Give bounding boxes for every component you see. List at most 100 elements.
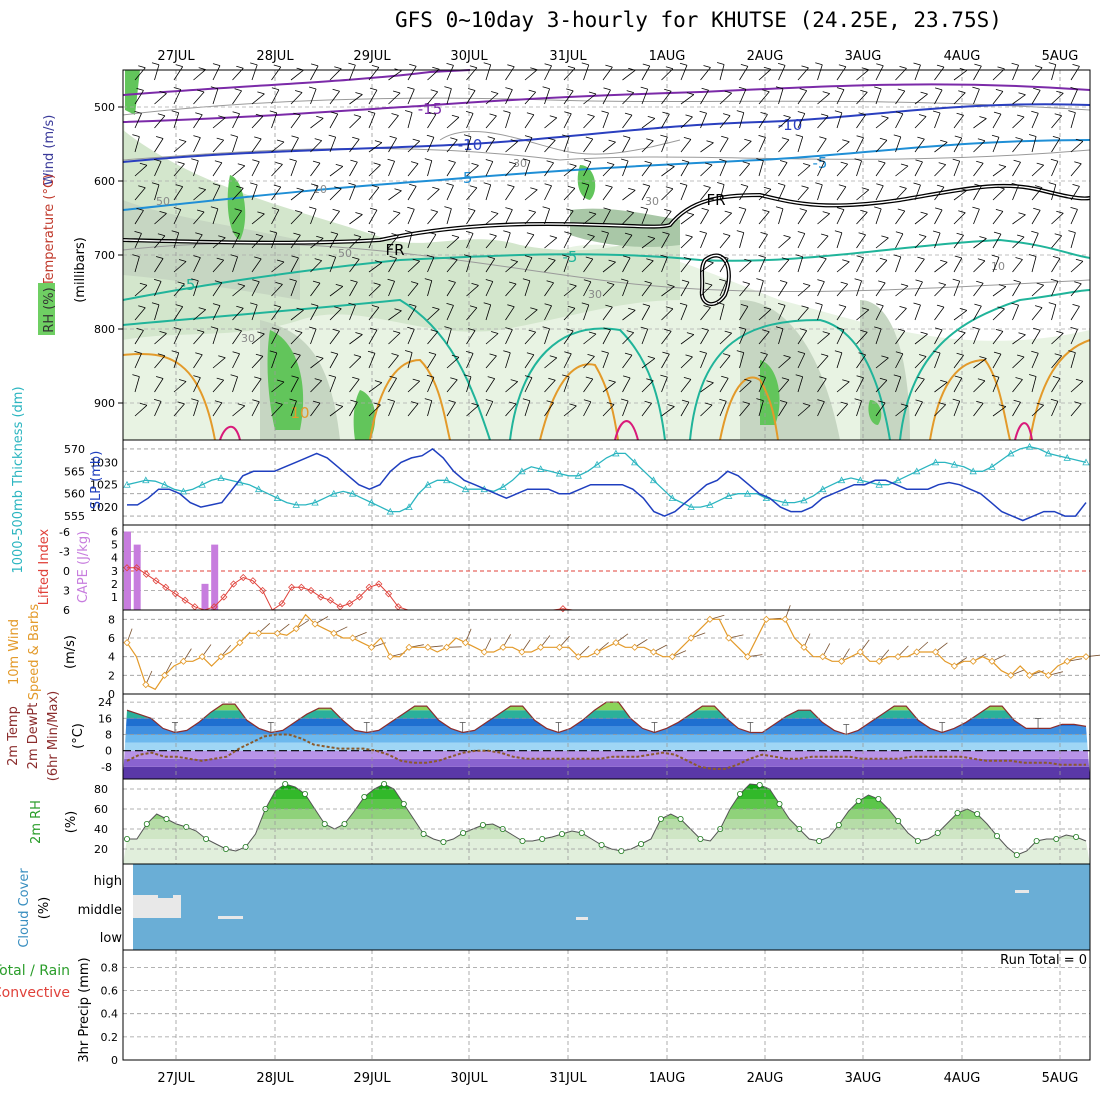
wind-barb — [992, 331, 1004, 345]
wind-barb — [388, 257, 397, 273]
date-label-bottom: 31JUL — [549, 1071, 587, 1086]
wind-barb-flag — [1075, 138, 1084, 142]
wind-barb-flag — [779, 160, 788, 163]
cape-li-frame — [122, 524, 1091, 611]
wind-barb-flag — [1054, 353, 1062, 357]
wind-barb — [992, 188, 1005, 201]
wind-barb-flag — [546, 160, 554, 164]
wind-barb — [1031, 404, 1044, 417]
li-tick-label: -3 — [59, 546, 70, 559]
wind-barb — [544, 88, 550, 105]
wind-barb — [232, 405, 246, 417]
thickness-point — [330, 489, 338, 497]
wind-barb-flag — [1036, 402, 1044, 406]
wind-barb-flag — [389, 375, 397, 379]
wind10m-point — [988, 657, 996, 665]
wind-barb-flag — [644, 160, 652, 164]
wind-barb-flag — [412, 138, 420, 142]
precip-convective-label: Convective — [0, 985, 70, 1001]
wind-barb-flag — [738, 86, 747, 90]
wind-barb — [154, 401, 162, 417]
wind-barb — [680, 236, 693, 249]
wind-barb-flag — [760, 232, 768, 235]
wind-barb-flag — [815, 302, 823, 306]
wind-barb-flag — [490, 211, 499, 214]
rh-point — [440, 839, 447, 846]
wind-barb-flag — [310, 303, 319, 307]
wind-barb — [368, 382, 383, 393]
wind-barb-flag — [230, 134, 238, 138]
wind-barb-flag — [214, 400, 223, 404]
wind-barb-flag — [1013, 279, 1021, 283]
wind-barb — [524, 114, 535, 129]
temperature-contour — [122, 103, 1091, 163]
wind-barb-flag — [1074, 281, 1082, 285]
wind-barb-flag — [276, 259, 285, 263]
wind-barb-flag — [503, 230, 511, 234]
date-label-top: 30JUL — [450, 49, 488, 64]
wind-barb-flag — [647, 116, 655, 119]
wind-barb — [778, 305, 786, 321]
wind-barb — [602, 186, 613, 201]
wind-barb — [895, 376, 902, 393]
wind-barb — [641, 282, 652, 297]
wind-barb-flag — [876, 303, 884, 307]
wind-barb-flag — [373, 282, 381, 286]
wind-barb-flag — [679, 62, 688, 66]
wind-barb — [739, 329, 747, 345]
wind-barb — [349, 401, 358, 417]
wind-barb — [368, 209, 378, 225]
wind-barb-flag — [1018, 332, 1026, 336]
wind-barb-flag — [854, 278, 862, 282]
wind-barb-flag — [1072, 184, 1080, 187]
wind-barb — [368, 89, 378, 105]
thickness-point — [819, 485, 827, 493]
wind-barb-flag — [132, 254, 140, 257]
wind-barb-flag — [294, 330, 303, 333]
wind-barb-flag — [193, 135, 201, 138]
wind-barb-flag — [836, 87, 845, 90]
wind-barb — [524, 280, 531, 297]
wind-barb — [700, 89, 709, 105]
wind-barb — [173, 89, 182, 105]
wind-barb-flag — [567, 65, 576, 69]
thickness-point — [123, 480, 131, 488]
wind-barb-flag — [173, 207, 181, 210]
wind-barb-flag — [820, 233, 829, 237]
wind10m-axis-label-b: Speed & Barbs — [27, 604, 42, 701]
wind-barb-flag — [626, 330, 634, 333]
wind-barb — [836, 283, 848, 297]
wind-barb-flag — [976, 280, 984, 284]
slp-axis-label: SLP (mb) — [89, 451, 104, 510]
wind-barb-flag — [237, 283, 245, 287]
wind-barb — [758, 189, 772, 201]
wind-barb — [758, 354, 768, 369]
wind-barb — [349, 94, 363, 105]
wind-barb — [992, 91, 1004, 105]
wind-barb — [329, 188, 342, 201]
wind-barb-flag — [958, 90, 966, 94]
wind-barb — [1012, 214, 1026, 225]
temperature-contour — [122, 298, 491, 441]
thickness-point — [555, 469, 564, 477]
wind-barb — [934, 404, 946, 417]
wind-barb-flag — [583, 279, 592, 283]
wind-barb-flag — [977, 378, 986, 382]
wind-barb-flag — [976, 160, 984, 164]
wind-barb — [310, 117, 324, 129]
wind-axis-label: Wind (m/s) — [42, 115, 57, 186]
wind-barb-flag — [335, 284, 343, 287]
wind-barb — [524, 234, 535, 249]
wind-barb — [856, 137, 864, 153]
wind-barbs — [132, 62, 1084, 417]
wind-barb — [232, 330, 242, 345]
wind-barb-flag — [546, 400, 554, 404]
wind-barb — [388, 212, 401, 225]
pressure-tick-label: 900 — [94, 397, 115, 410]
wind-barb — [251, 304, 258, 321]
wind-barb-flag — [744, 378, 752, 382]
wind10m-point — [480, 648, 488, 656]
date-label-bottom: 30JUL — [450, 1071, 488, 1086]
wind-barb-flag — [507, 304, 515, 308]
wind-barb — [485, 281, 494, 297]
